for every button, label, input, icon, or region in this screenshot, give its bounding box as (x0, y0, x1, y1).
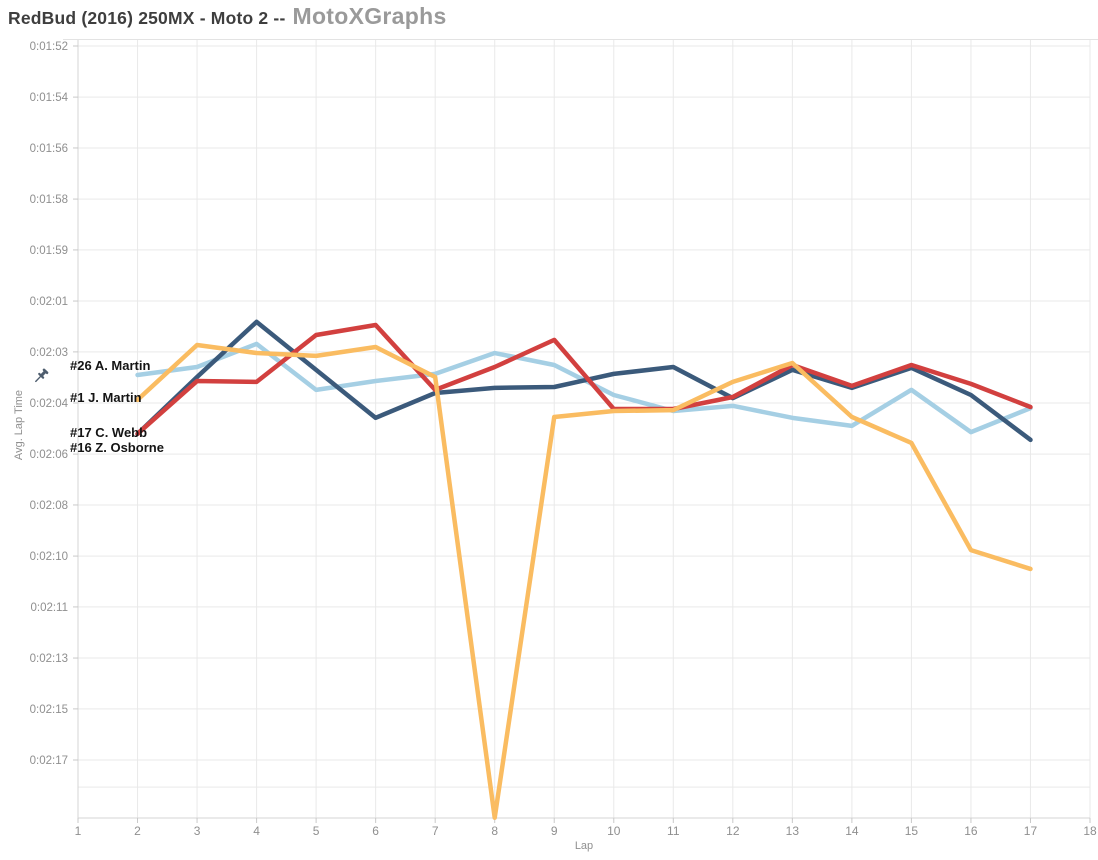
y-tick-label: 0:02:01 (30, 296, 68, 308)
y-tick-label: 0:01:59 (30, 245, 68, 257)
x-tick-label: 8 (491, 824, 498, 838)
series-label-c-webb[interactable]: #17 C. Webb (70, 425, 148, 440)
brand-title: MotoXGraphs (292, 3, 447, 29)
y-tick-label: 0:02:13 (30, 653, 68, 665)
x-tick-label: 2 (134, 824, 141, 838)
y-tick-label: 0:02:11 (30, 602, 68, 614)
x-tick-label: 1 (75, 824, 82, 838)
series-line-1-j-martin[interactable] (135, 342, 1033, 820)
series-label-a-martin[interactable]: #26 A. Martin (70, 358, 151, 373)
x-tick-label: 10 (607, 824, 621, 838)
sheet-title: RedBud (2016) 250MX - Moto 2 -- (8, 8, 286, 28)
x-tick-label: 11 (667, 824, 680, 838)
y-tick-label: 0:02:04 (30, 398, 69, 410)
series-line-26-a-martin[interactable] (135, 341, 1033, 435)
y-tick-label: 0:01:52 (30, 41, 68, 53)
x-tick-label: 5 (313, 824, 320, 838)
y-tick-label: 0:01:54 (30, 92, 69, 104)
pushpin-icon-part (42, 368, 49, 375)
x-tick-label: 17 (1024, 824, 1038, 838)
y-tick-label: 0:02:10 (30, 551, 68, 563)
x-tick-label: 16 (964, 824, 978, 838)
y-tick-label: 0:02:03 (30, 347, 68, 359)
series-label-z-osborne[interactable]: #16 Z. Osborne (70, 440, 164, 455)
x-axis-title: Lap (575, 840, 593, 852)
x-tick-label: 12 (726, 824, 740, 838)
x-tick-label: 6 (372, 824, 379, 838)
series-line-16-z-osborne[interactable] (135, 319, 1033, 443)
x-tick-label: 14 (845, 824, 859, 838)
pushpin-icon[interactable] (33, 368, 49, 384)
page-title: RedBud (2016) 250MX - Moto 2 -- MotoXGra… (8, 3, 447, 30)
x-tick-label: 3 (194, 824, 201, 838)
series-line-17-c-webb[interactable] (135, 322, 1033, 437)
x-tick-label: 4 (253, 824, 260, 838)
y-tick-label: 0:01:56 (30, 143, 68, 155)
y-axis-title: Avg. Lap Time (13, 390, 25, 460)
x-tick-label: 13 (786, 824, 800, 838)
y-tick-label: 0:02:08 (30, 500, 68, 512)
x-tick-label: 15 (905, 824, 919, 838)
y-tick-label: 0:02:06 (30, 449, 68, 461)
pushpin-icon-part (35, 375, 42, 383)
pushpin-icon-part (38, 372, 45, 379)
x-tick-label: 7 (432, 824, 439, 838)
x-tick-label: 18 (1083, 824, 1097, 838)
y-tick-label: 0:01:58 (30, 194, 68, 206)
y-tick-label: 0:02:15 (30, 704, 68, 716)
pushpin-icon-part (40, 370, 46, 377)
y-tick-label: 0:02:17 (30, 755, 68, 767)
series-label-j-martin[interactable]: #1 J. Martin (70, 390, 142, 405)
x-tick-label: 9 (551, 824, 558, 838)
